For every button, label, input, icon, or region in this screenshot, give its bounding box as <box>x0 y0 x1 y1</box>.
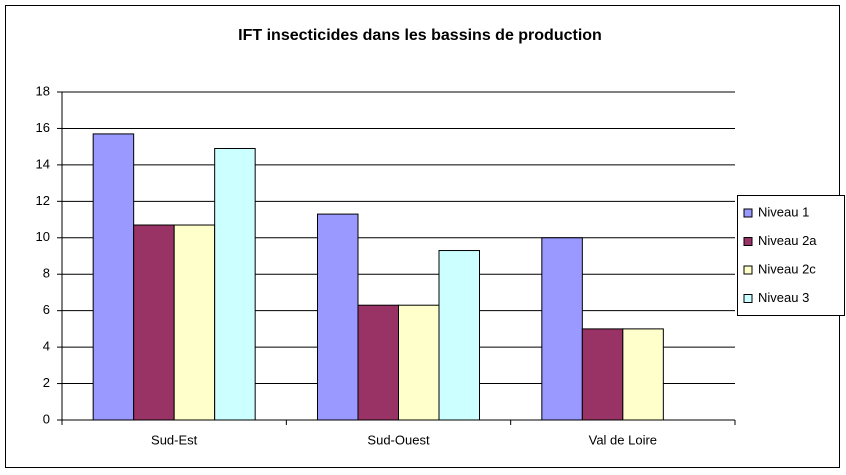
bar <box>357 304 399 421</box>
y-tick-label: 0 <box>43 411 50 426</box>
y-tick-label: 14 <box>36 156 50 171</box>
x-tick-label: Val de Loire <box>589 432 657 447</box>
chart-title: IFT insecticides dans les bassins de pro… <box>238 27 602 44</box>
bar <box>581 328 624 421</box>
x-tick-label: Sud-Ouest <box>367 432 430 447</box>
legend-label: Niveau 1 <box>758 204 809 219</box>
bar <box>214 147 256 421</box>
legend-label: Niveau 3 <box>758 290 809 305</box>
bar <box>622 328 664 421</box>
y-tick-label: 18 <box>36 83 50 98</box>
y-tick-label: 12 <box>36 193 50 208</box>
bar <box>438 250 480 421</box>
y-tick-label: 4 <box>43 339 50 354</box>
y-tick-label: 16 <box>36 120 50 135</box>
legend-swatch <box>743 265 753 275</box>
legend-label: Niveau 2c <box>758 261 816 276</box>
bar <box>173 224 216 421</box>
legend-box <box>737 195 845 316</box>
y-tick-label: 6 <box>43 302 50 317</box>
x-tick-label: Sud-Est <box>151 432 198 447</box>
legend-label: Niveau 2a <box>758 233 817 248</box>
y-tick-label: 2 <box>43 375 50 390</box>
y-tick-label: 8 <box>43 266 50 281</box>
bar <box>92 133 135 421</box>
bar <box>317 213 359 421</box>
y-tick-label: 10 <box>36 229 50 244</box>
bar <box>133 224 175 421</box>
legend-swatch <box>743 237 753 246</box>
bar <box>541 237 583 421</box>
bar <box>398 304 440 421</box>
legend-swatch <box>743 208 753 218</box>
legend-swatch <box>743 294 753 303</box>
